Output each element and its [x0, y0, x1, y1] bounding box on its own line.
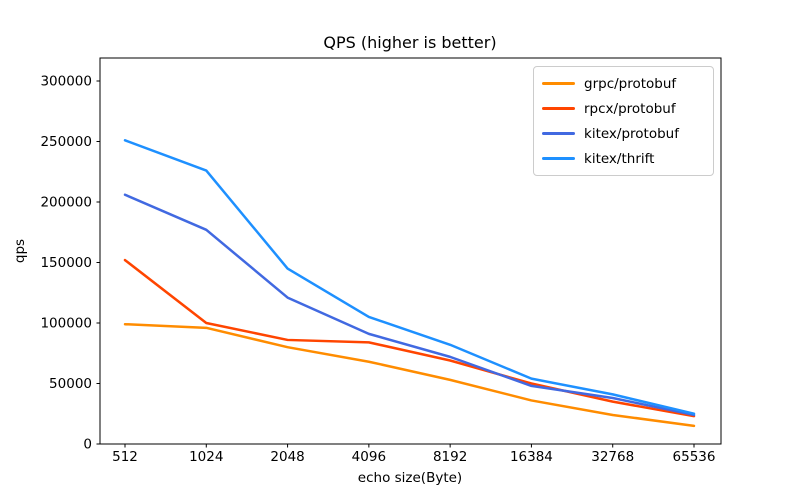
- legend-line-swatch-kitex-thrift: [542, 157, 575, 160]
- y-tick-label: 0: [83, 437, 92, 453]
- x-tick-label: 1024: [189, 449, 223, 465]
- chart-title: QPS (higher is better): [323, 33, 497, 52]
- legend-label: kitex/thrift: [584, 150, 655, 167]
- legend-item-kitex-protobuf: kitex/protobuf: [542, 126, 707, 142]
- series-line-rpcx-protobuf: [123, 258, 696, 418]
- x-tick-label: 16384: [510, 449, 553, 465]
- x-tick-label: 4096: [352, 449, 386, 465]
- legend-label: grpc/protobuf: [584, 75, 677, 92]
- legend-item-rpcx-protobuf: rpcx/protobuf: [542, 101, 707, 117]
- legend-item-kitex-thrift: kitex/thrift: [542, 151, 707, 167]
- y-tick-label: 300000: [40, 73, 92, 89]
- x-tick-label: 65536: [673, 449, 716, 465]
- legend-label: rpcx/protobuf: [584, 100, 676, 117]
- series-line-grpc-protobuf: [123, 322, 696, 428]
- series-line-kitex-thrift: [123, 139, 696, 415]
- y-tick-label: 50000: [49, 376, 92, 392]
- y-tick-label: 200000: [40, 194, 92, 210]
- y-tick-label: 100000: [40, 315, 92, 331]
- legend-item-grpc-protobuf: grpc/protobuf: [542, 76, 707, 92]
- x-tick-label: 512: [112, 449, 138, 465]
- x-axis-label: echo size(Byte): [357, 470, 463, 486]
- legend-label: kitex/protobuf: [584, 125, 679, 142]
- legend-line-swatch-grpc-protobuf: [542, 82, 575, 85]
- y-tick-label: 150000: [40, 255, 92, 271]
- legend-line-swatch-kitex-protobuf: [542, 132, 575, 135]
- x-tick-label: 8192: [433, 449, 467, 465]
- chart-legend: grpc/protobuf rpcx/protobuf kitex/protobuf…: [533, 66, 714, 176]
- legend-line-swatch-rpcx-protobuf: [542, 107, 575, 110]
- series-line-kitex-protobuf: [123, 193, 696, 417]
- plot-border: [99, 57, 722, 445]
- x-tick-label: 32768: [591, 449, 634, 465]
- y-tick-label: 250000: [40, 134, 92, 150]
- y-axis-label: qps: [12, 238, 28, 264]
- x-tick-label: 2048: [270, 449, 304, 465]
